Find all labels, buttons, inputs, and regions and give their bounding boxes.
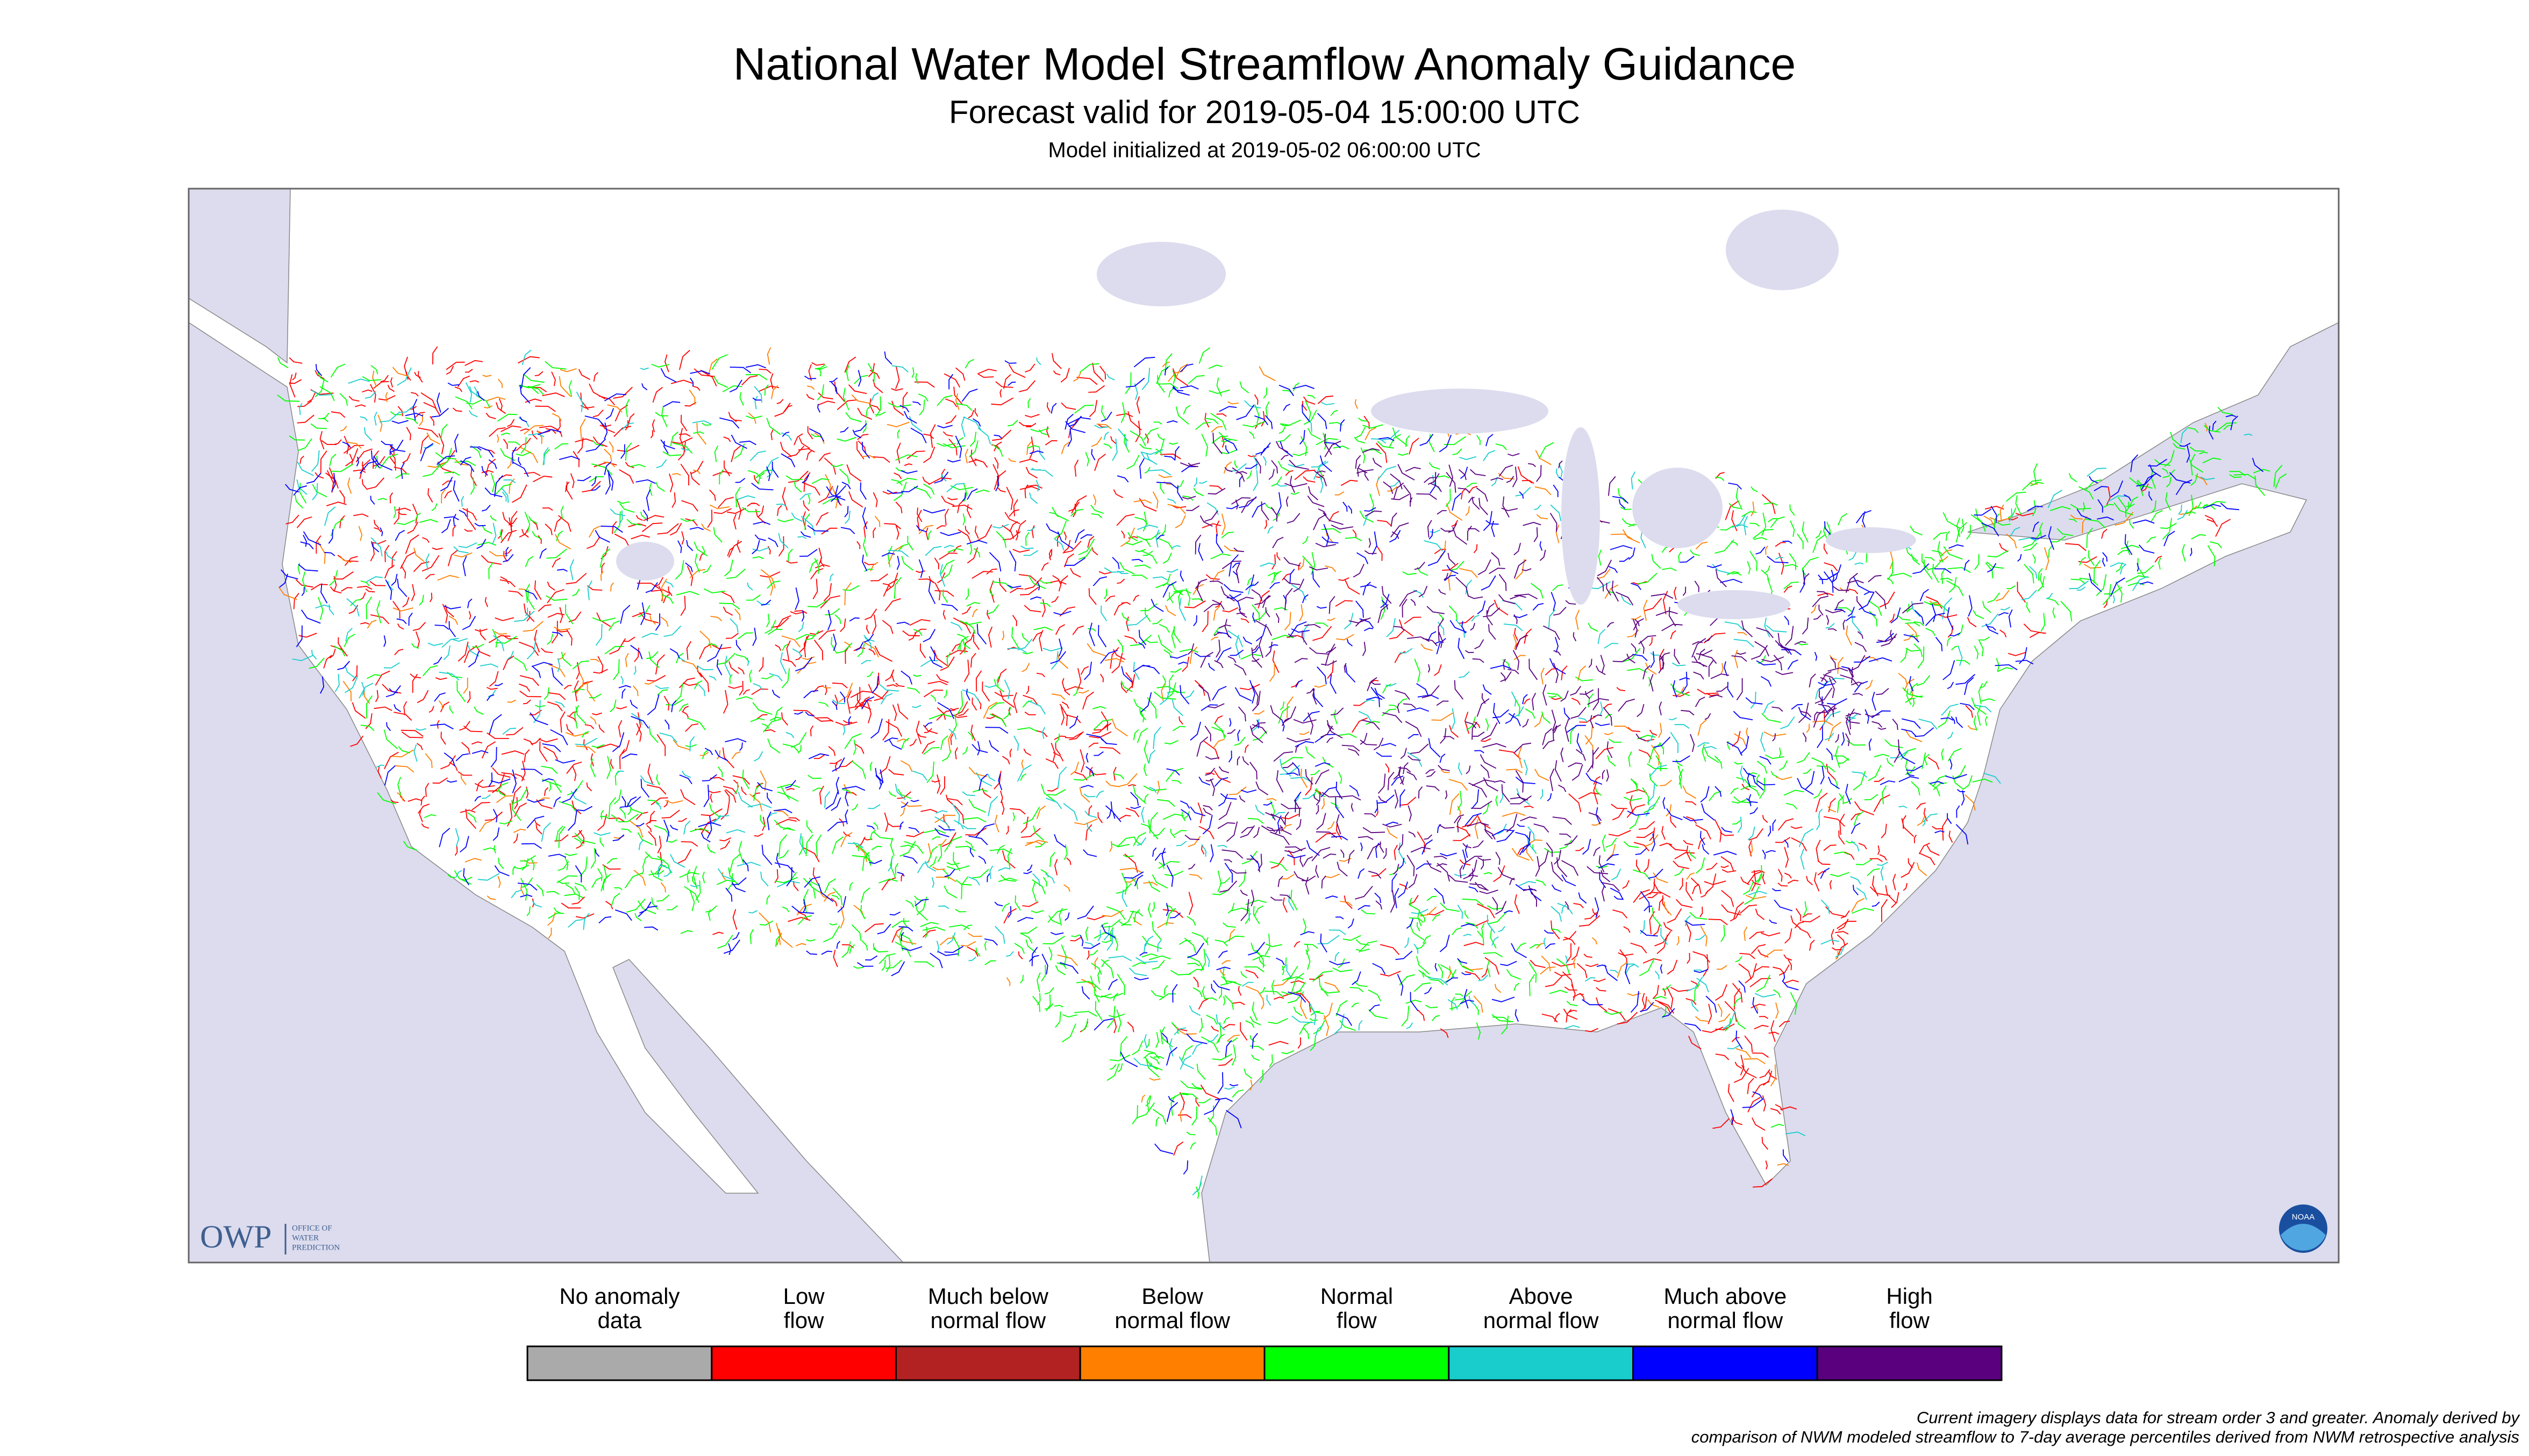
legend-swatch <box>1448 1345 1634 1381</box>
noaa-wave <box>2281 1224 2326 1251</box>
legend-label: Above <box>1509 1283 1573 1309</box>
lake-huron <box>1632 468 1723 548</box>
map: OWP OFFICE OF WATER PREDICTION NOAA <box>188 188 2340 1264</box>
map-frame <box>188 188 2340 1264</box>
legend-swatch <box>1632 1345 1818 1381</box>
legend-swatch <box>1079 1345 1266 1381</box>
stream-network <box>278 347 2208 1166</box>
salt-lake <box>616 542 674 580</box>
lake-ontario <box>1826 527 1916 553</box>
legend-label: Low <box>783 1283 825 1309</box>
logo-line: OFFICE OF <box>292 1224 332 1232</box>
legend-label: Below <box>1141 1283 1203 1309</box>
legend-label: High <box>1886 1283 1932 1309</box>
logo-owp: OWP <box>200 1219 272 1254</box>
lake-superior <box>1371 389 1548 434</box>
legend-swatch <box>1816 1345 2003 1381</box>
legend-label: Much above <box>1663 1283 1787 1309</box>
legend-label: normal flow <box>1668 1308 1783 1333</box>
legend-swatch <box>711 1345 897 1381</box>
init-time: Model initialized at 2019-05-02 06:00:00… <box>1048 139 1481 162</box>
legend-swatch <box>1263 1345 1450 1381</box>
legend-label: normal flow <box>1483 1308 1599 1333</box>
footnote: comparison of NWM modeled streamflow to … <box>1691 1428 2519 1446</box>
subtitle: Forecast valid for 2019-05-04 15:00:00 U… <box>949 94 1580 130</box>
lake-michigan <box>1561 427 1600 605</box>
stream-network <box>279 351 2264 1175</box>
noaa-text: NOAA <box>2292 1213 2315 1222</box>
legend-label: Much below <box>928 1283 1049 1309</box>
legend-label: No anomaly <box>559 1283 680 1309</box>
legend-label: normal flow <box>931 1308 1046 1333</box>
footnote: Current imagery displays data for stream… <box>1917 1408 2521 1427</box>
title: National Water Model Streamflow Anomaly … <box>733 39 1796 89</box>
logo-line: WATER <box>292 1233 319 1242</box>
land <box>189 189 2339 1263</box>
legend-label: flow <box>1889 1308 1930 1333</box>
legend-label: Normal <box>1320 1283 1393 1309</box>
legend-label: data <box>598 1308 642 1333</box>
stream-network <box>1180 432 1924 921</box>
stream-network <box>292 349 2253 1196</box>
legend-label: normal flow <box>1115 1308 1230 1333</box>
legend-swatch <box>526 1345 713 1381</box>
hudson-bay <box>1726 210 1839 290</box>
legend-label: flow <box>784 1308 824 1333</box>
lake <box>1097 242 1226 306</box>
logo-line: PREDICTION <box>292 1243 340 1252</box>
legend-label: flow <box>1337 1308 1377 1333</box>
lake-erie <box>1677 590 1790 619</box>
legend-swatch <box>895 1345 1081 1381</box>
